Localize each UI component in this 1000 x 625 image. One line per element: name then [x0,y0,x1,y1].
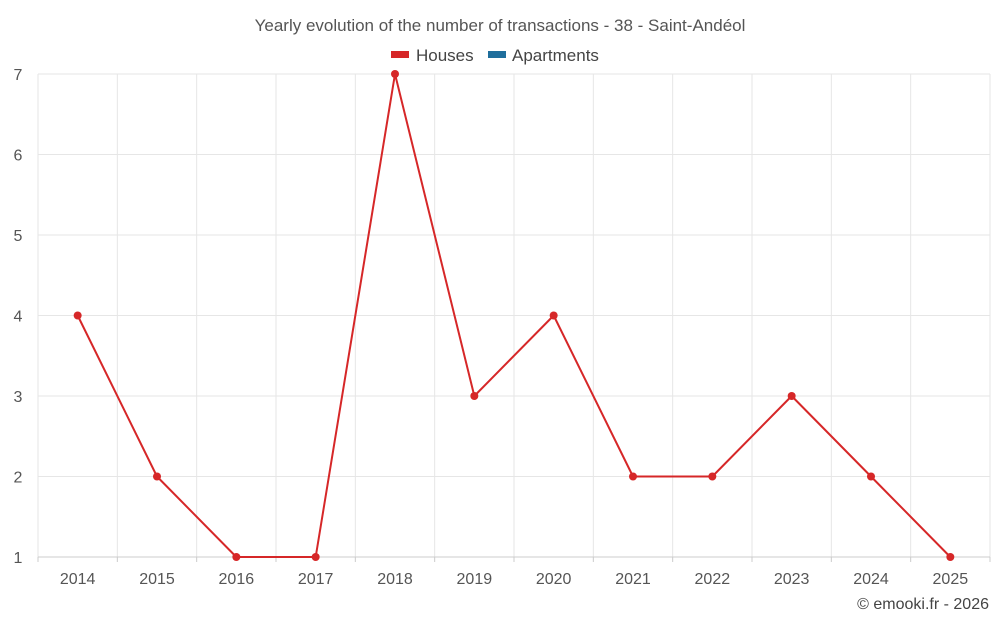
legend-swatch-apartments [488,51,506,58]
grid [37,73,991,557]
legend-swatch-houses [391,51,409,58]
data-point-houses-2022[interactable] [708,472,717,481]
x-tick-label: 2014 [60,571,96,588]
legend-label-apartments[interactable]: Apartments [512,46,599,65]
axes: 1 2 3 4 5 6 7 2014 2015 2016 2017 2018 2019 2020 2021 2… [14,67,991,588]
credit-text: © emooki.fr - 2026 [857,596,989,613]
series-line-houses [76,73,952,558]
x-tick-label: 2016 [219,571,255,588]
y-tick-label: 2 [14,470,23,487]
data-point-houses-2019[interactable] [470,392,479,400]
data-point-houses-2016[interactable] [232,553,241,561]
y-tick-label: 7 [14,67,23,84]
data-point-houses-2021[interactable] [629,472,637,481]
x-tick-label: 2022 [695,571,731,588]
data-point-houses-2025[interactable] [946,553,955,561]
data-point-houses-2017[interactable] [311,553,320,561]
x-tick-label: 2019 [457,571,493,588]
x-tick-label: 2021 [615,571,651,588]
x-tick-label: 2025 [933,571,969,588]
data-point-houses-2023[interactable] [787,392,796,400]
x-tick-label: 2015 [139,571,175,588]
x-tick-label: 2023 [774,571,810,588]
x-tick-label: 2018 [377,571,413,588]
y-tick-label: 6 [14,148,23,165]
legend-label-houses[interactable]: Houses [416,46,474,65]
series-houses [73,70,955,561]
y-tick-label: 3 [14,389,23,406]
legend: Houses Apartments [391,46,599,65]
y-tick-label: 1 [14,550,23,567]
x-tick-label: 2017 [298,571,334,588]
x-tick-label: 2024 [853,571,889,588]
data-point-houses-2015[interactable] [153,472,161,481]
data-point-houses-2024[interactable] [867,472,875,481]
chart-title: Yearly evolution of the number of transa… [255,16,746,35]
x-tick-label: 2020 [536,571,572,588]
data-point-houses-2018[interactable] [391,70,399,78]
y-tick-label: 4 [14,309,23,326]
data-point-houses-2014[interactable] [73,311,82,320]
y-tick-label: 5 [14,228,23,245]
data-point-houses-2020[interactable] [549,311,558,320]
